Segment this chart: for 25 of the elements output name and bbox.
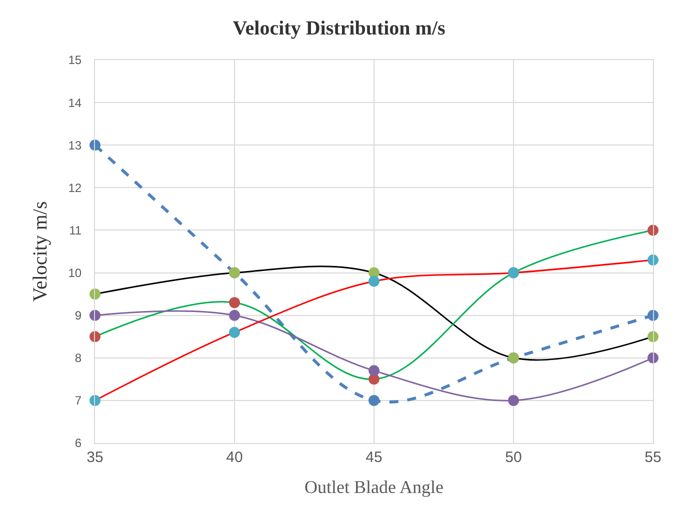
y-tick-label: 14 (68, 96, 82, 110)
y-tick-label: 9 (74, 308, 82, 323)
point (368, 276, 380, 287)
point (368, 365, 380, 376)
x-tick-label: 40 (226, 449, 243, 466)
x-axis-title: Outlet Blade Angle (304, 477, 444, 498)
chart-title: Velocity Distribution m/s (232, 18, 446, 40)
y-tick-label: 11 (69, 223, 82, 238)
point (368, 394, 380, 406)
y-tick-label: 6 (74, 436, 82, 450)
x-tick-label: 45 (366, 449, 382, 466)
x-tick-label: 55 (644, 449, 662, 466)
y-tick-label: 15 (68, 53, 82, 68)
y-tick-label: 8 (74, 351, 82, 366)
point (229, 326, 240, 338)
y-axis-title: Velocity m/s (30, 201, 52, 302)
point (508, 394, 519, 406)
point (229, 310, 240, 321)
y-tick-label: 12 (68, 180, 82, 195)
y-tick-label: 10 (68, 266, 82, 280)
point (229, 297, 240, 308)
y-tick-label: 13 (68, 138, 82, 152)
x-tick-label: 50 (505, 449, 522, 466)
x-tick-label: 35 (86, 449, 104, 466)
y-tick-label: 7 (74, 394, 82, 408)
